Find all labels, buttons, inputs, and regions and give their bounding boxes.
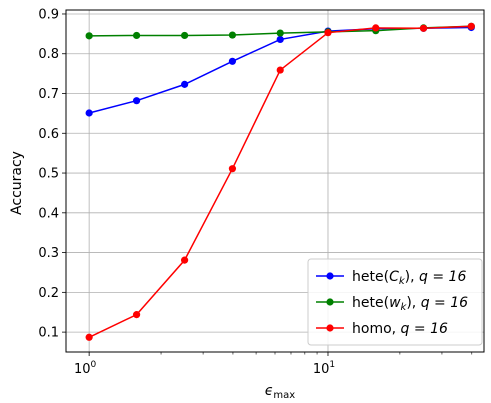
x-tick-label: 100 [74,360,97,377]
data-point [276,29,284,37]
y-tick-label: 0.1 [38,326,59,341]
legend-label-hete-wk: hete(wk), q = 16 [352,295,468,313]
legend-marker-homo [326,324,334,332]
legend-entry-hete-wk: hete(wk), q = 16 [316,295,468,313]
data-point [228,57,237,65]
data-point [85,32,93,40]
y-tick-label: 0.9 [38,7,59,22]
y-tick-label: 0.6 [38,127,59,142]
y-tick-label: 0.3 [38,246,59,261]
y-tick-label: 0.2 [38,286,59,301]
legend-entry-homo: homo, q = 16 [316,321,448,337]
y-tick-label: 0.5 [38,167,59,182]
data-point [181,256,189,264]
legend-marker-hete-wk [326,298,334,306]
data-point [85,109,93,117]
data-point [85,333,93,341]
data-point [276,35,284,44]
data-point [372,24,380,32]
y-tick-label: 0.7 [38,87,59,102]
data-point [181,80,189,88]
data-point [419,24,428,32]
x-axis-label: ϵmax [265,383,295,401]
y-axis-label: Accuracy [9,151,25,215]
data-point [228,31,237,39]
x-axis-ticks: 100 101 [74,352,473,377]
data-point [132,311,141,319]
y-axis-ticks: 0.1 0.2 0.3 0.4 0.5 0.6 0.7 0.8 0.9 [38,7,66,341]
legend-marker-hete-ck [326,272,334,280]
x-axis-label-sub: max [273,390,295,401]
legend-box [307,258,483,346]
data-point [132,97,141,105]
legend: hete(Ck), q = 16 hete(wk), q = 16 homo, … [307,258,483,346]
data-point [132,31,141,40]
y-tick-label: 0.8 [38,47,59,62]
y-tick-label: 0.4 [38,206,59,221]
legend-entry-hete-ck: hete(Ck), q = 16 [316,269,466,287]
x-axis-label-base: ϵ [265,383,274,399]
x-tick-label: 101 [313,360,335,377]
legend-label-hete-ck: hete(Ck), q = 16 [352,269,466,287]
legend-label-homo: homo, q = 16 [352,321,448,337]
series-layer [85,22,475,341]
data-point [228,165,237,173]
data-point [181,31,189,40]
grid-lines [66,10,484,352]
data-point [467,22,475,30]
data-point [276,66,284,74]
data-point [324,29,332,37]
series-2 [85,22,475,341]
